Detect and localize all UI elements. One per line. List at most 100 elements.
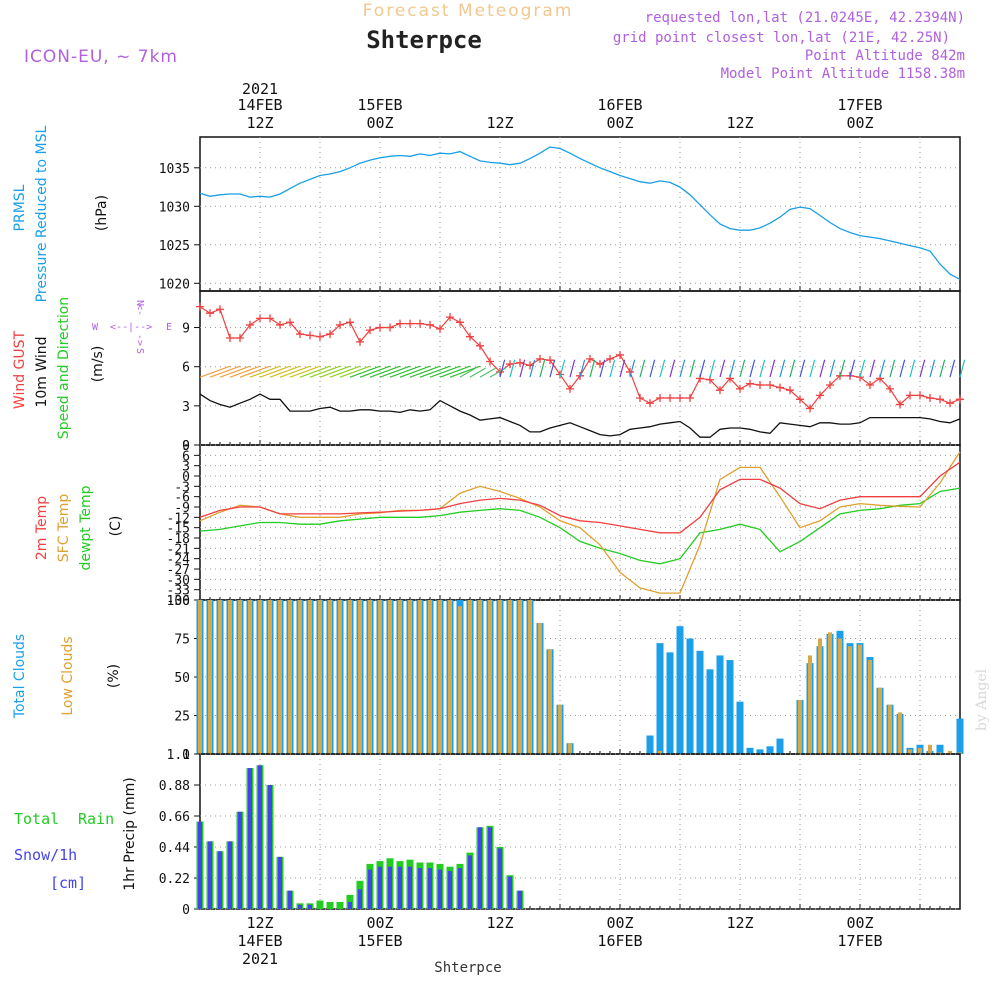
time-label: 00Z [366, 114, 393, 132]
low-cloud-bar [248, 600, 252, 754]
low-cloud-bar [478, 600, 482, 754]
total-cloud-bar [716, 655, 724, 754]
gust-marker [276, 320, 284, 329]
y-tick-label: 6 [182, 449, 190, 464]
gust-marker [426, 320, 434, 329]
gust-marker [316, 332, 324, 341]
snow-bar [238, 811, 242, 909]
gust-marker [636, 394, 644, 403]
wind-arrow [569, 359, 576, 378]
total-cloud-bar [646, 735, 654, 754]
wind-arrow [239, 365, 271, 378]
y-tick-label: 1035 [159, 162, 190, 177]
wind-arrow [849, 359, 856, 378]
gust-marker [436, 324, 444, 333]
sfc-temp-line [199, 451, 961, 594]
snow-bar [288, 890, 292, 909]
svg-text:<--|-->: <--|--> [110, 322, 152, 333]
snow-bar [418, 868, 422, 909]
wind-arrow [269, 365, 301, 378]
low-cloud-bar [658, 750, 662, 754]
wind-arrow [469, 367, 486, 378]
grid-point-coords: grid point closest lon,lat (21E, 42.25N) [613, 30, 950, 46]
snow-bar [258, 765, 262, 909]
wind-arrow [339, 365, 371, 378]
y-tick-label: -9 [174, 501, 190, 516]
wind-arrow [779, 359, 786, 378]
wind-arrow [749, 359, 756, 378]
wind-arrow [689, 359, 696, 378]
low-cloud-bar [388, 600, 392, 754]
total-cloud-bar [766, 746, 774, 754]
y-tick-label: 1.1 [167, 748, 190, 763]
gust-marker [556, 370, 564, 379]
snow-bar [208, 841, 212, 909]
gust-marker [796, 395, 804, 404]
wind-arrow [249, 365, 281, 378]
low-cloud-bar [338, 600, 342, 754]
gust-marker [826, 380, 834, 389]
snow-bar [218, 851, 222, 909]
y-tick-label: 0.66 [159, 810, 190, 825]
snow-bar [298, 904, 302, 909]
footer-location: Shterpce [434, 960, 501, 976]
y-tick-label: -33 [167, 584, 190, 599]
total-cloud-bar [776, 738, 784, 754]
gust-marker [296, 330, 304, 339]
total-cloud-bar [956, 718, 964, 754]
low-cloud-bar [318, 600, 322, 754]
snow-bar [268, 785, 272, 909]
y-tick-label: 0 [182, 903, 190, 918]
time-label: 14FEB [237, 932, 282, 950]
pressure-msl-label: Pressure Reduced to MSL [34, 125, 50, 302]
wind-arrow [809, 359, 816, 378]
y-tick-label: 0 [182, 470, 190, 485]
total-cloud-bar [686, 638, 694, 754]
gust-marker [366, 326, 374, 335]
y-tick-label: 0 [182, 439, 190, 454]
low-cloud-bar [518, 600, 522, 754]
low-cloud-bar [198, 600, 202, 754]
total-label: Total [14, 810, 59, 828]
snow-bar [488, 827, 492, 909]
gust-marker [326, 330, 334, 339]
wind-arrow [709, 359, 716, 378]
low-cloud-bar [378, 600, 382, 754]
y-tick-label: -36 [167, 594, 190, 609]
total-cloud-bar [656, 643, 664, 754]
time-label: 15FEB [357, 932, 402, 950]
gust-marker [786, 386, 794, 395]
time-label: 12Z [486, 914, 513, 932]
low-cloud-bar [228, 600, 232, 754]
svg-text:W: W [92, 322, 99, 333]
low-cloud-bar [538, 623, 542, 754]
y-tick-label: 100 [167, 594, 190, 609]
precip-panel: 0 0.22 0.44 0.66 0.88 1.1 [159, 748, 961, 918]
snow-bar [368, 869, 372, 909]
gust-marker [776, 383, 784, 392]
gust-marker [756, 380, 764, 389]
wind-arrow [769, 359, 776, 378]
low-cloud-bar [398, 600, 402, 754]
wind-arrow [919, 359, 926, 378]
low-cloud-bar [418, 600, 422, 754]
low-cloud-bar [278, 600, 282, 754]
wind-arrow [799, 359, 806, 378]
low-cloud-bar [468, 600, 472, 754]
y-tick-label: 1020 [159, 277, 190, 292]
gust-marker [886, 384, 894, 393]
gust-marker [456, 318, 464, 327]
precip-unit: 1hr Precip (mm) [122, 777, 138, 890]
wind-arrow [489, 367, 506, 378]
low-cloud-bar [308, 600, 312, 754]
gust-marker [736, 384, 744, 393]
cloud-unit: (%) [106, 664, 122, 688]
wind-arrow [459, 367, 476, 378]
y-tick-label: 3 [182, 400, 190, 415]
gust-marker [906, 391, 914, 400]
wind-arrow [519, 359, 526, 378]
cloud-labels: Total Clouds Low Clouds (%) [12, 634, 122, 719]
wind-arrow [499, 359, 506, 378]
wind-arrow [739, 359, 746, 378]
gust-marker [566, 384, 574, 393]
